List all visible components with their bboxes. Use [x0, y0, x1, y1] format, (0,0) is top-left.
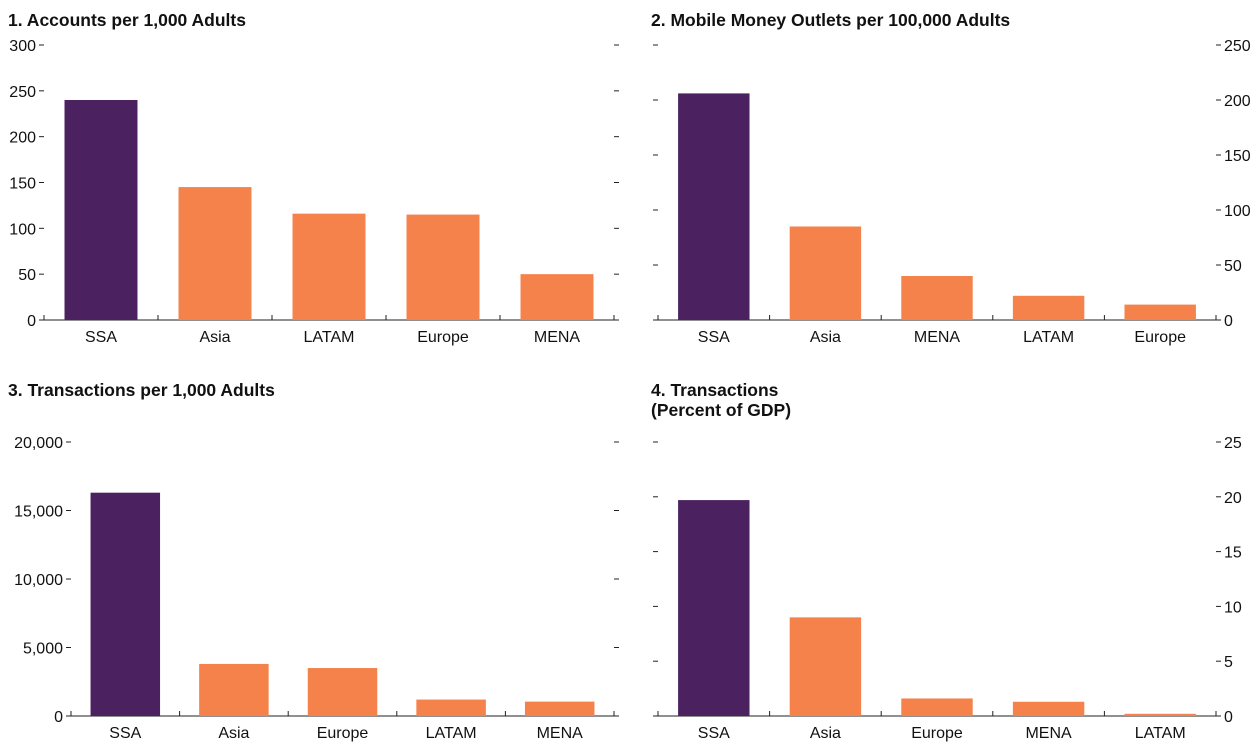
y-tick-label: 250	[1224, 38, 1251, 55]
chart-svg: 0 5 10 15 20 25 SSA Asia Europe MENA LATAM	[653, 435, 1242, 742]
chart-title: 4. Transactions	[651, 380, 779, 400]
x-tick-label: MENA	[537, 725, 584, 742]
y-tick-label: 250	[9, 84, 36, 101]
bar-mena	[524, 701, 595, 716]
x-tick-label: Europe	[911, 725, 963, 742]
bar-ssa	[90, 492, 161, 716]
y-tick-label: 100	[1224, 203, 1251, 220]
y-tick-label: 0	[54, 709, 63, 726]
chart-title: 1. Accounts per 1,000 Adults	[8, 10, 246, 30]
y-tick-label: 10,000	[14, 572, 63, 589]
bar-ssa	[678, 500, 750, 716]
x-tick-label: MENA	[534, 329, 581, 346]
bar-europe	[1124, 304, 1196, 320]
y-tick-label: 20	[1224, 490, 1242, 507]
y-tick-label: 0	[1224, 709, 1233, 726]
bar-mena	[520, 274, 594, 320]
y-tick-label: 50	[1224, 258, 1242, 275]
y-tick-label: 0	[27, 313, 36, 330]
x-tick-label: SSA	[109, 725, 141, 742]
bar-asia	[789, 226, 862, 320]
y-tick-label: 150	[1224, 148, 1251, 165]
y-tick-label: 150	[9, 176, 36, 193]
bar-latam	[292, 213, 366, 320]
chart-title: 3. Transactions per 1,000 Adults	[8, 380, 275, 400]
x-tick-label: Europe	[317, 725, 369, 742]
x-tick-label: MENA	[1025, 725, 1072, 742]
chart-title: 2. Mobile Money Outlets per 100,000 Adul…	[651, 10, 1011, 30]
y-tick-label: 15	[1224, 545, 1242, 562]
x-tick-label: LATAM	[1135, 725, 1186, 742]
bar-asia	[199, 663, 269, 716]
bar-ssa	[64, 100, 138, 320]
chart-svg: 0 50 100 150 200 250 300 SSA Asia LATAM Europe MENA	[9, 38, 619, 346]
y-tick-label: 200	[1224, 93, 1251, 110]
bar-latam	[1012, 295, 1085, 320]
bar-europe	[901, 698, 973, 716]
y-tick-label: 100	[9, 221, 36, 238]
bar-latam	[416, 699, 486, 716]
y-tick-label: 300	[9, 38, 36, 55]
x-tick-label: Asia	[199, 329, 230, 346]
bar-ssa	[678, 93, 750, 321]
y-tick-label: 25	[1224, 435, 1242, 452]
bar-mena	[901, 276, 973, 320]
bar-asia	[789, 617, 862, 716]
x-tick-label: Asia	[810, 329, 841, 346]
x-tick-label: SSA	[698, 329, 730, 346]
bar-mena	[1012, 701, 1085, 716]
chart-svg: 0 5,000 10,000 15,000 20,000 SSA Asia Europe LAT…	[14, 435, 619, 742]
y-tick-label: 5	[1224, 654, 1233, 671]
y-tick-label: 5,000	[23, 641, 63, 658]
y-tick-label: 0	[1224, 313, 1233, 330]
x-tick-label: Asia	[810, 725, 841, 742]
x-tick-label: Asia	[218, 725, 249, 742]
x-tick-label: SSA	[85, 329, 117, 346]
y-tick-label: 20,000	[14, 435, 63, 452]
chart-panel-accounts: 1. Accounts per 1,000 Adults 0 50 100 150 20…	[0, 0, 630, 373]
bar-europe	[406, 214, 480, 320]
x-tick-label: SSA	[698, 725, 730, 742]
bar-europe	[307, 668, 378, 716]
chart-subtitle: (Percent of GDP)	[651, 400, 792, 420]
x-tick-label: LATAM	[426, 725, 477, 742]
y-tick-label: 10	[1224, 599, 1242, 616]
chart-svg: 0 50 100 150 200 250 SSA Asia MENA LATAM Europe	[653, 38, 1251, 346]
x-tick-label: Europe	[1134, 329, 1186, 346]
x-tick-label: LATAM	[1023, 329, 1074, 346]
y-tick-label: 15,000	[14, 504, 63, 521]
y-tick-label: 50	[18, 267, 36, 284]
x-tick-label: MENA	[914, 329, 961, 346]
chart-panel-transactions: 3. Transactions per 1,000 Adults 0 5,000 1…	[0, 373, 630, 746]
bar-latam	[1124, 713, 1196, 716]
chart-panel-mobile-money-outlets: 2. Mobile Money Outlets per 100,000 Adul…	[630, 0, 1260, 373]
x-tick-label: Europe	[417, 329, 469, 346]
chart-panel-transactions-gdp: 4. Transactions (Percent of GDP) 0 5 10 15 2…	[630, 373, 1260, 746]
x-tick-label: LATAM	[304, 329, 355, 346]
bar-asia	[178, 187, 252, 320]
y-tick-label: 200	[9, 130, 36, 147]
